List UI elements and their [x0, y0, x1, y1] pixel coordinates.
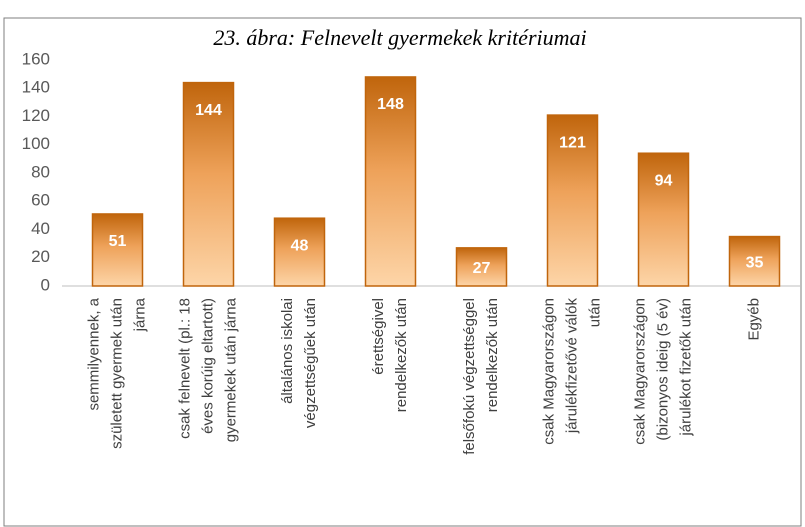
x-tick-label: csak felnevelt (pl.: 18 éves korúig eltar…: [176, 297, 239, 442]
data-label: 94: [655, 172, 673, 189]
data-label: 27: [473, 260, 491, 277]
x-tick-label: semmilyennek, a született gyermek után jár…: [85, 297, 148, 449]
y-tick-label: 20: [31, 247, 50, 266]
bar: [455, 247, 508, 287]
x-tick-label: Egyéb: [745, 298, 762, 341]
x-tick-label: általános iskolai végzettségűek után: [279, 298, 319, 428]
bar: [364, 76, 417, 287]
chart-title: 23. ábra: Felnevelt gyermekek kritériuma…: [213, 25, 586, 50]
data-label: 148: [377, 96, 404, 113]
data-label: 121: [559, 134, 586, 151]
y-tick-label: 80: [31, 162, 50, 181]
bar: [637, 152, 690, 287]
x-tick-label: felsőfokú végzettséggel rendelkezők után: [461, 298, 501, 455]
y-tick-label: 60: [31, 191, 50, 210]
data-label: 35: [746, 255, 764, 272]
y-tick-label: 160: [22, 49, 50, 68]
bar: [273, 217, 326, 287]
x-tick-label: csak Magyarországon járulékfizetővé válók…: [540, 298, 603, 445]
x-tick-label: érettségivel rendelkezők után: [370, 298, 410, 412]
y-tick-label: 0: [41, 275, 50, 294]
y-tick-label: 100: [22, 134, 50, 153]
bar: [91, 213, 144, 287]
y-tick-label: 120: [22, 106, 50, 125]
bar: [546, 114, 599, 287]
data-label: 51: [109, 233, 127, 250]
data-label: 48: [291, 237, 309, 254]
bar: [182, 81, 235, 287]
y-tick-label: 140: [22, 78, 50, 97]
data-label: 144: [195, 102, 222, 119]
y-tick-label: 40: [31, 219, 50, 238]
x-tick-label: csak Magyarországon (bizonyos ideig (5 év…: [631, 298, 694, 445]
bar: [728, 235, 781, 287]
